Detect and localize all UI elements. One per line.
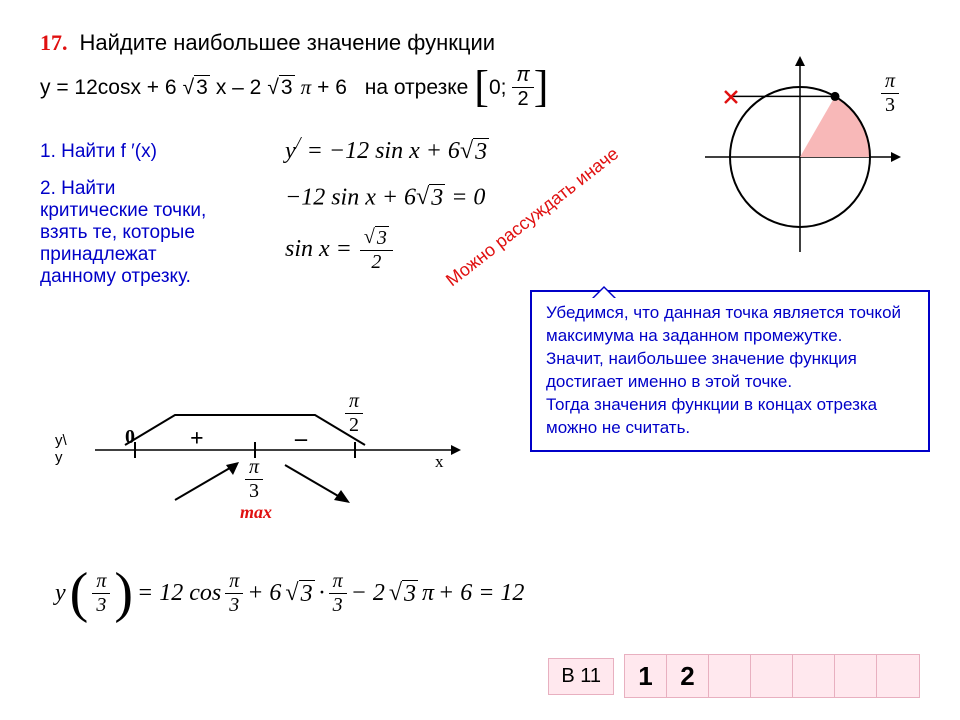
answer-row: В 11 1 2	[548, 654, 920, 698]
minus-sign: –	[295, 426, 307, 453]
sqrt-1: √3	[183, 75, 210, 100]
pi2-label: π2	[345, 390, 363, 437]
answer-cell-3[interactable]	[751, 655, 793, 697]
paren-left-icon: (	[70, 577, 89, 611]
step-2-line5: данному отрезку.	[40, 266, 235, 288]
pi-1: π	[301, 75, 312, 100]
answer-cell-4[interactable]	[793, 655, 835, 697]
number-line-svg	[55, 390, 475, 520]
answer-cell-5[interactable]	[835, 655, 877, 697]
slide-root: 17. Найдите наибольшее значение функции …	[0, 0, 960, 720]
interval-frac: π 2	[512, 64, 533, 111]
eq-lhs: y = 12cosx + 6	[40, 76, 177, 100]
sinx-frac: √3 2	[360, 226, 393, 274]
eq-mid: x – 2	[216, 76, 262, 100]
callout-l1: Убедимся, что данная точка	[546, 303, 768, 322]
yprime-label: y\ y	[55, 432, 67, 466]
callout-l4: Значит, наибольшее значение	[546, 349, 785, 368]
callout-l7: Тогда значения функции в концах	[546, 395, 812, 414]
bracket-right-icon: ]	[534, 72, 549, 103]
answer-cell-2[interactable]	[709, 655, 751, 697]
paren-right-icon: )	[114, 577, 133, 611]
callout-l3: заданном промежутке.	[662, 326, 842, 345]
sqrt-2: √3	[267, 75, 294, 100]
unit-circle: π 3	[695, 52, 905, 262]
circle-label: π 3	[881, 70, 899, 117]
step-2-line3: взять те, которые	[40, 222, 235, 244]
step-2-line1: 2. Найти	[40, 178, 235, 200]
step-2-line2: критические точки,	[40, 200, 235, 222]
callout-box: Убедимся, что данная точка является точк…	[530, 290, 930, 452]
answer-cells: 1 2	[624, 654, 920, 698]
step-2-line4: принадлежат	[40, 244, 235, 266]
zero-label: 0	[125, 426, 135, 449]
pi3-label: π3	[245, 456, 263, 503]
problem-number: 17.	[40, 30, 68, 56]
answer-label: В 11	[548, 658, 614, 695]
x-label: x	[435, 452, 444, 472]
callout-l6: точке.	[745, 372, 792, 391]
answer-cell-1[interactable]: 2	[667, 655, 709, 697]
step-1: 1. Найти f ′(x)	[40, 141, 235, 163]
number-line: y\ y 0 + – π2 π3 x max	[55, 390, 475, 520]
problem-title: Найдите наибольшее значение функции	[80, 30, 496, 55]
answer-cell-6[interactable]	[877, 655, 919, 697]
max-label: max	[240, 502, 272, 523]
plus-sign: +	[190, 426, 204, 453]
answer-cell-0[interactable]: 1	[625, 655, 667, 697]
eq-end: + 6	[317, 76, 347, 100]
interval-bracket: [ 0; π 2 ]	[474, 64, 548, 111]
final-evaluation: y ( π3 ) = 12 cos π3 + 6 √3 · π3 − 2 √3 …	[55, 570, 524, 617]
bracket-left-icon: [	[474, 72, 489, 103]
interval-left: 0;	[489, 76, 507, 100]
interval-word: на отрезке	[365, 76, 469, 100]
unit-circle-svg	[695, 52, 905, 262]
